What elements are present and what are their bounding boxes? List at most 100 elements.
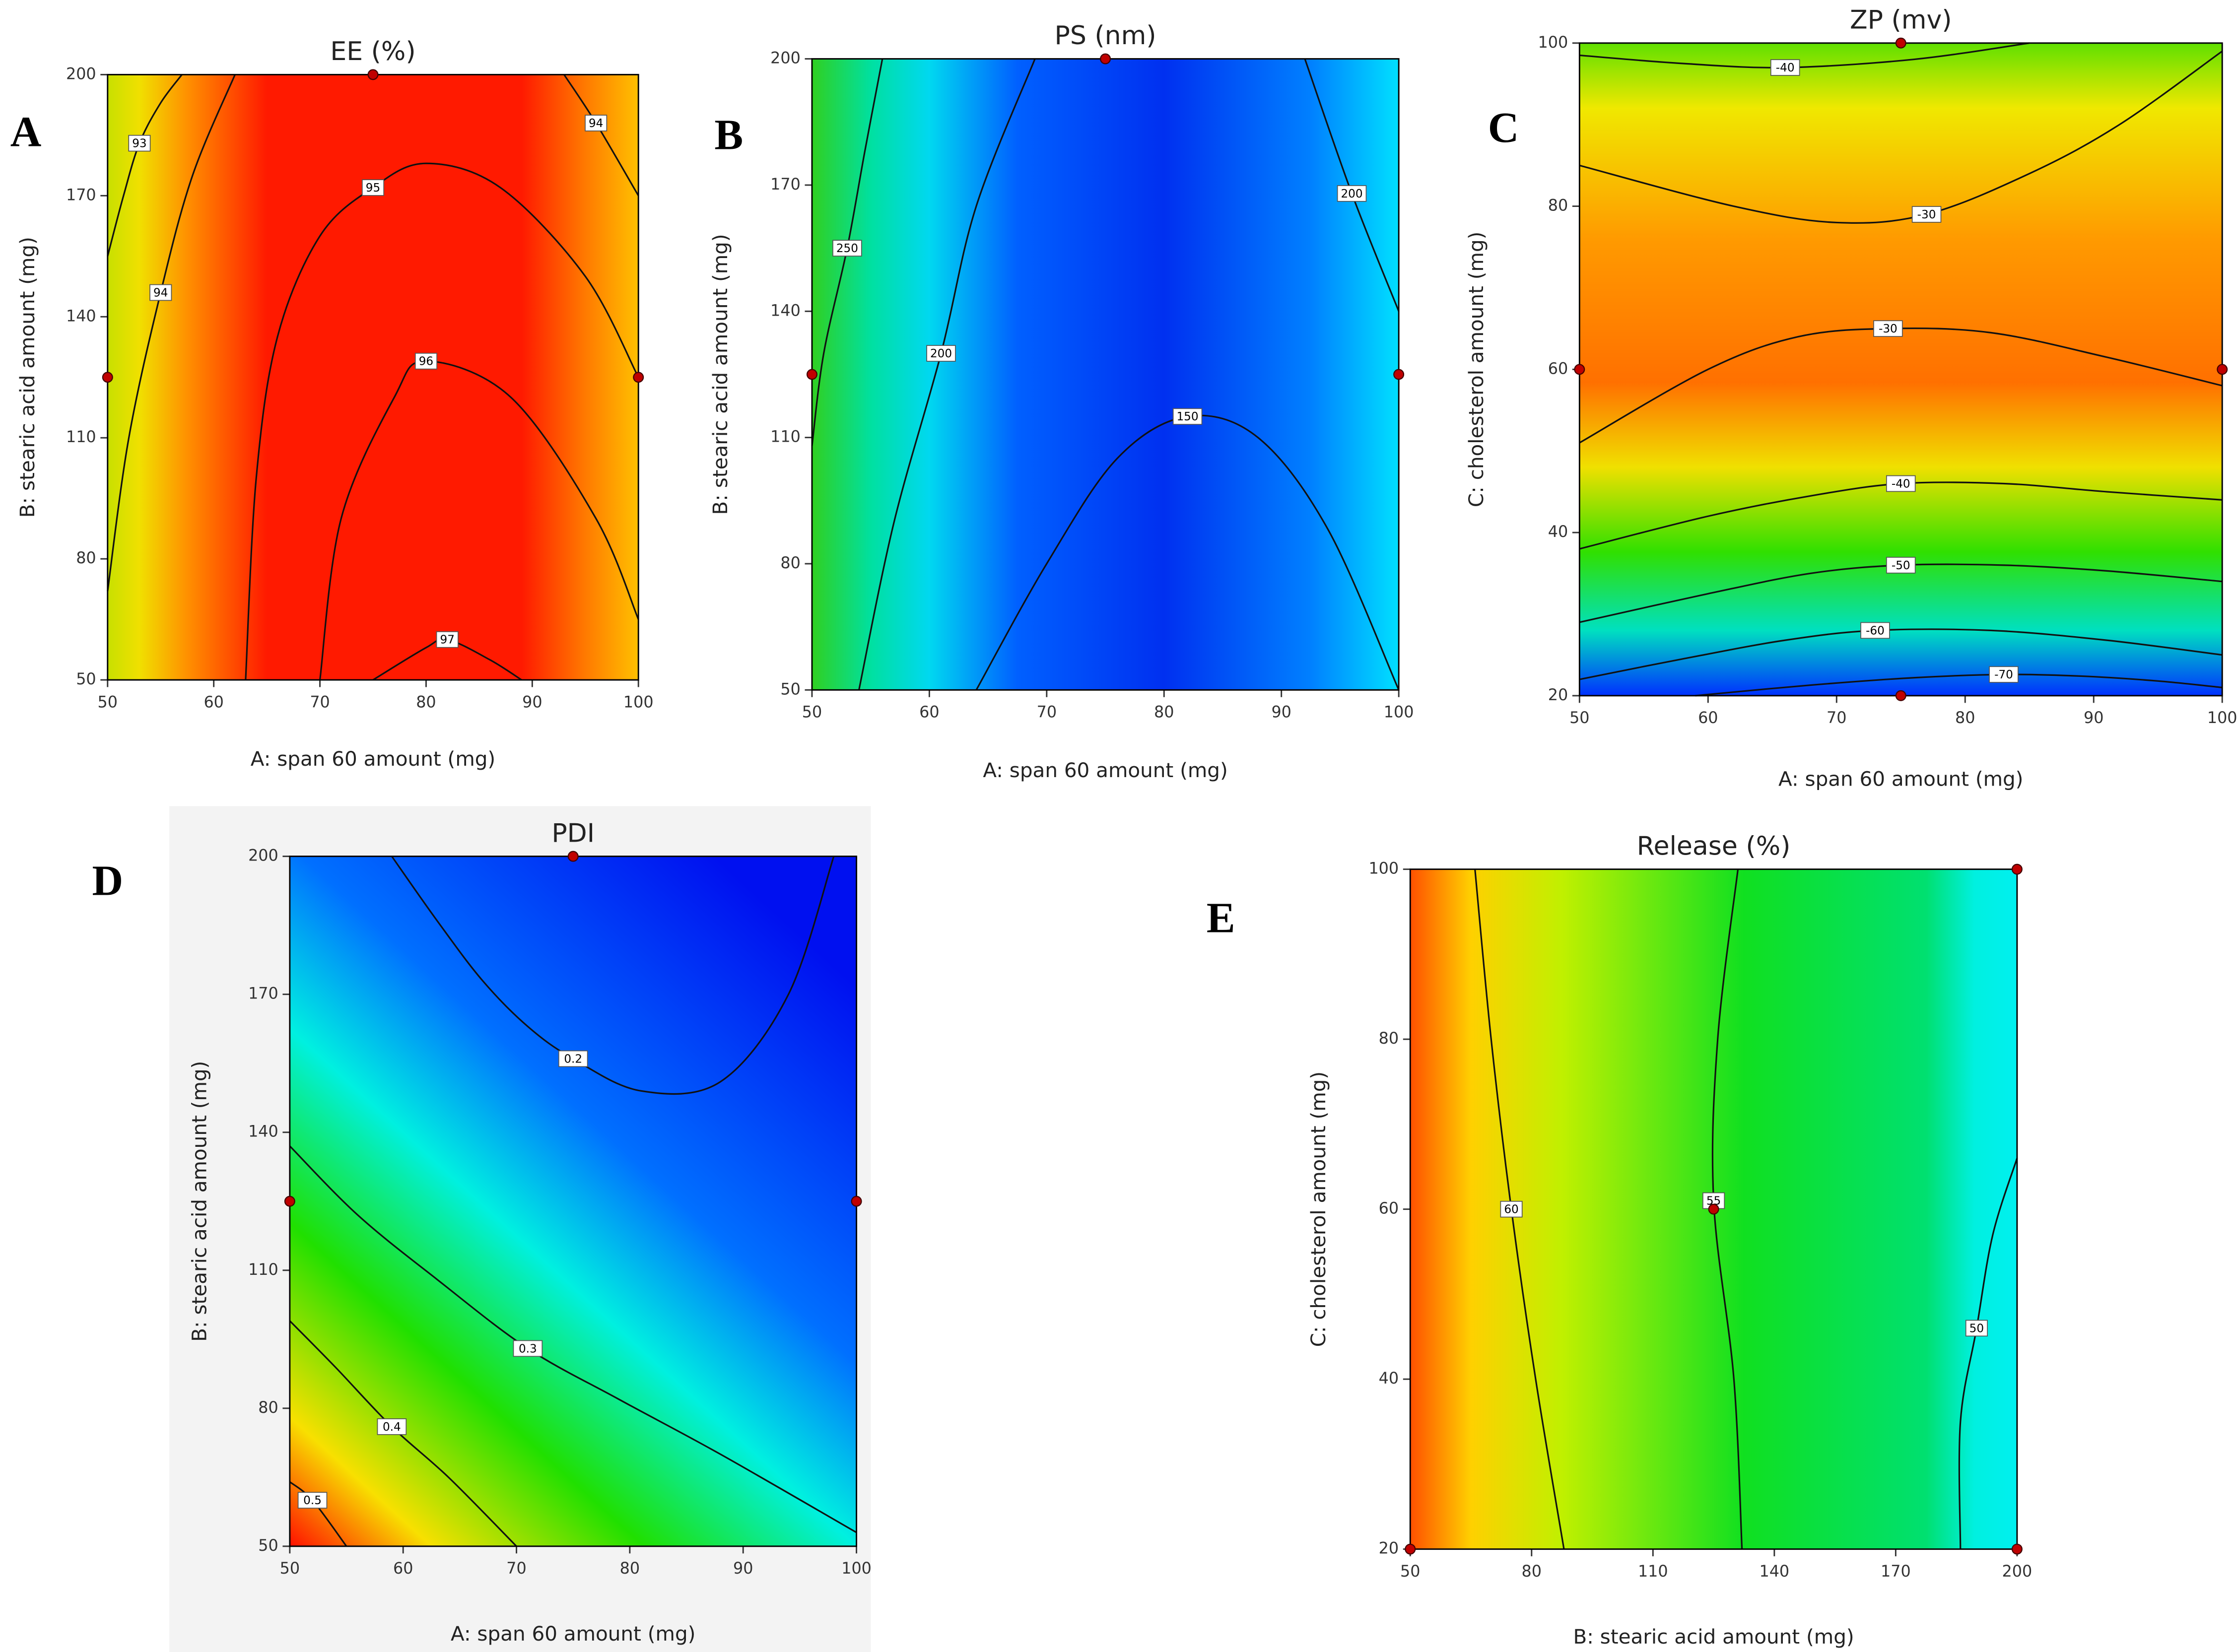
- x-tick-label: 50: [98, 693, 118, 711]
- contour-label-box: [128, 134, 151, 152]
- contour-label-box: [1770, 59, 1800, 76]
- x-tick-label: 80: [1522, 1562, 1542, 1581]
- y-tick-label: 100: [1538, 33, 1568, 52]
- y-axis-label: C: cholesterol amount (mg): [1464, 232, 1488, 508]
- x-tick-label: 80: [416, 693, 436, 711]
- y-tick-label: 110: [66, 428, 96, 446]
- y-tick-label: 140: [770, 301, 801, 320]
- design-point: [2217, 364, 2228, 375]
- y-tick-label: 80: [780, 554, 800, 572]
- y-axis-label: C: cholesterol amount (mg): [1306, 1071, 1330, 1347]
- x-tick-label: 100: [623, 693, 654, 711]
- y-tick-label: 60: [1379, 1199, 1399, 1218]
- y-axis-label: B: stearic acid amount (mg): [708, 234, 732, 515]
- contour-label: 93: [132, 137, 146, 150]
- x-axis-label: A: span 60 amount (mg): [451, 1622, 695, 1646]
- contour-label-box: [1965, 1320, 1988, 1337]
- y-tick-label: 80: [258, 1398, 278, 1417]
- x-axis-label: A: span 60 amount (mg): [251, 747, 495, 771]
- contour-label-box: [297, 1492, 328, 1509]
- design-point: [1574, 364, 1585, 375]
- contour-line: [107, 74, 236, 592]
- y-tick-label: 40: [1548, 523, 1568, 541]
- contour-label: 96: [419, 355, 433, 368]
- x-tick-label: 60: [203, 693, 223, 711]
- y-tick-label: 50: [258, 1536, 278, 1555]
- design-point: [567, 851, 579, 862]
- y-tick-label: 140: [66, 307, 96, 325]
- y-tick-label: 20: [1379, 1539, 1399, 1558]
- contour-label-box: [832, 240, 862, 257]
- y-axis-label: B: stearic acid amount (mg): [15, 237, 39, 518]
- contour-label: -40: [1892, 477, 1910, 490]
- y-tick-label: 140: [248, 1123, 278, 1141]
- design-point: [102, 372, 113, 383]
- y-tick-label: 170: [66, 186, 96, 204]
- chart-title: ZP (mv): [1850, 5, 1952, 35]
- y-tick-label: 170: [770, 175, 801, 194]
- design-point: [633, 372, 644, 383]
- x-tick-label: 50: [1400, 1562, 1420, 1581]
- design-point: [1895, 690, 1906, 701]
- panel-letter: B: [714, 111, 743, 158]
- design-point: [1393, 369, 1405, 380]
- x-tick-label: 100: [1384, 703, 1414, 722]
- contour-label-box: [1911, 206, 1942, 223]
- x-tick-label: 90: [2084, 709, 2103, 727]
- x-tick-label: 90: [522, 693, 542, 711]
- design-point: [806, 369, 817, 380]
- contour-label-box: [414, 352, 437, 370]
- x-tick-label: 70: [310, 693, 330, 711]
- heatmap: [1579, 43, 2223, 696]
- contour-label: 200: [1341, 188, 1362, 200]
- x-tick-label: 170: [1881, 1562, 1911, 1581]
- y-tick-label: 200: [770, 49, 801, 67]
- contour-label: -30: [1917, 208, 1936, 221]
- contour-label: 60: [1504, 1203, 1518, 1216]
- x-tick-label: 200: [2002, 1562, 2033, 1581]
- contour-label: 97: [440, 634, 455, 647]
- x-axis-label: A: span 60 amount (mg): [983, 758, 1227, 782]
- contour-label: -40: [1776, 62, 1795, 74]
- contour-label-box: [1337, 185, 1367, 202]
- y-tick-label: 200: [248, 847, 278, 865]
- design-point: [2011, 863, 2023, 875]
- y-tick-label: 20: [1548, 686, 1568, 704]
- x-tick-label: 100: [2207, 709, 2238, 727]
- y-axis-label: B: stearic acid amount (mg): [188, 1061, 211, 1342]
- x-axis-label: A: span 60 amount (mg): [1778, 767, 2023, 791]
- x-tick-label: 90: [1271, 703, 1291, 722]
- y-tick-label: 110: [770, 428, 801, 446]
- x-tick-label: 50: [802, 703, 822, 722]
- contour-label-box: [1886, 475, 1916, 492]
- design-point: [284, 1195, 295, 1207]
- contour-label: 0.5: [303, 1494, 322, 1507]
- contour-label: 150: [1176, 410, 1198, 423]
- contour-label: 250: [836, 242, 858, 255]
- contour-label: 94: [153, 286, 168, 299]
- contour-line: [1695, 673, 2223, 697]
- contour-label-box: [1886, 557, 1916, 574]
- contour-label-box: [585, 115, 608, 132]
- contour-label: 94: [589, 117, 603, 130]
- contour-label-box: [436, 631, 459, 648]
- design-point: [851, 1195, 862, 1207]
- chart-title: EE (%): [330, 37, 415, 66]
- y-tick-label: 110: [248, 1260, 278, 1279]
- y-tick-label: 80: [76, 549, 96, 567]
- contour-label-box: [1172, 408, 1203, 425]
- contour-label-box: [361, 179, 385, 196]
- contour-label: 200: [930, 347, 952, 360]
- contour-label: 50: [1969, 1322, 1984, 1335]
- chart-title: PDI: [551, 818, 595, 848]
- design-point: [1895, 37, 1906, 49]
- contour-line: [391, 856, 835, 1095]
- x-tick-label: 80: [1955, 709, 1975, 727]
- contour-label: -70: [1994, 668, 2013, 681]
- y-tick-label: 40: [1379, 1369, 1399, 1388]
- x-tick-label: 100: [841, 1559, 872, 1578]
- panel-letter: A: [10, 108, 42, 156]
- heatmap: [107, 74, 639, 680]
- panel-letter: C: [1488, 104, 1519, 151]
- y-tick-label: 170: [248, 985, 278, 1003]
